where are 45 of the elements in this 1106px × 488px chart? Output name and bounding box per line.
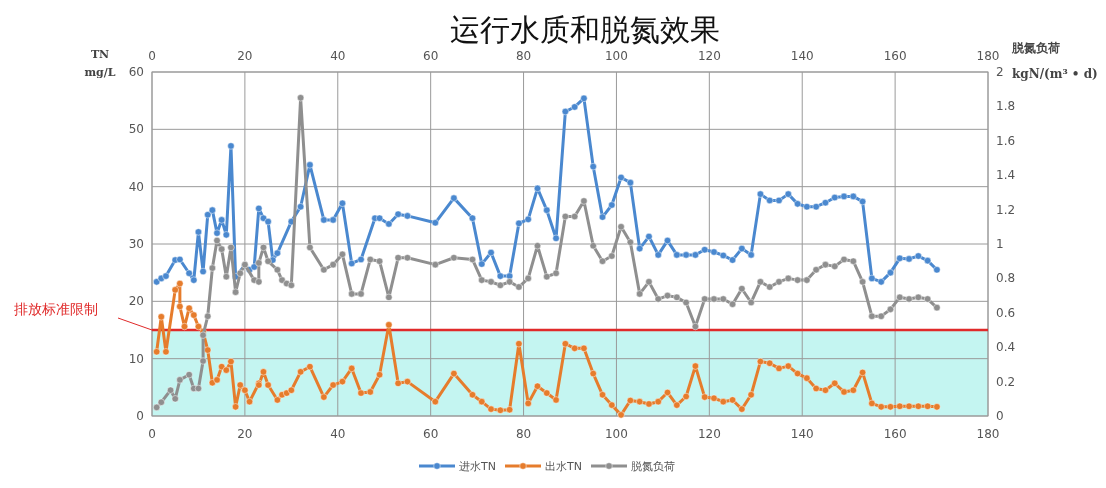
y-tick-label: 20 xyxy=(128,294,144,309)
y-tick-label: 10 xyxy=(128,351,144,366)
y-axis-title: TN mg/L xyxy=(84,48,116,79)
x2-tick-label: 60 xyxy=(423,427,439,441)
x2-tick-label: 160 xyxy=(883,427,907,441)
y-tick-label: 50 xyxy=(128,122,144,137)
legend-label: 出水TN xyxy=(545,460,582,473)
x-tick-label: 0 xyxy=(148,49,156,63)
y2-tick-label: 0.4 xyxy=(996,340,1016,355)
y2-tick-label: 1.4 xyxy=(996,168,1016,183)
x-tick-label: 120 xyxy=(697,49,721,63)
y2-tick-label: 1.2 xyxy=(996,202,1016,217)
ref-line-label: 排放标准限制 xyxy=(14,301,98,317)
y2-tick-label: 0 xyxy=(996,409,1004,423)
x2-tick-label: 120 xyxy=(697,427,721,441)
x-tick-label: 160 xyxy=(883,49,907,63)
y2-tick-label: 1 xyxy=(996,237,1004,251)
x-tick-label: 20 xyxy=(237,49,253,63)
x2-tick-label: 80 xyxy=(515,427,532,441)
y-tick-label: 30 xyxy=(128,237,144,251)
y-tick-label: 40 xyxy=(128,179,144,194)
y2-tick-label: 1.6 xyxy=(996,133,1016,148)
x-tick-label: 40 xyxy=(330,49,346,63)
chart-title: 运行水质和脱氮效果 xyxy=(450,12,720,47)
y2-tick-label: 0.8 xyxy=(996,271,1016,286)
x-tick-label: 100 xyxy=(604,49,628,63)
x2-tick-label: 20 xyxy=(237,427,253,441)
x2-tick-label: 0 xyxy=(148,427,156,441)
x-tick-label: 140 xyxy=(790,49,814,63)
y2-tick-label: 2 xyxy=(996,65,1004,79)
x2-tick-label: 100 xyxy=(604,427,628,441)
y2-tick-label: 0.2 xyxy=(996,374,1016,389)
x-tick-label: 60 xyxy=(423,49,439,63)
y2-tick-label: 0.6 xyxy=(996,305,1016,320)
y2-tick-label: 1.8 xyxy=(996,99,1016,114)
x-tick-label: 180 xyxy=(976,49,1000,63)
y-tick-label: 0 xyxy=(136,409,144,423)
x2-tick-label: 40 xyxy=(330,427,346,441)
x2-tick-label: 180 xyxy=(976,427,1000,441)
y2-axis-title: 脱氮负荷 kgN/(m³ • d) xyxy=(1011,41,1098,81)
y-tick-label: 60 xyxy=(128,65,144,79)
x2-tick-label: 140 xyxy=(790,427,814,441)
legend-label: 脱氮负荷 xyxy=(631,460,675,473)
legend-label: 进水TN xyxy=(459,460,496,473)
x-tick-label: 80 xyxy=(515,49,532,63)
